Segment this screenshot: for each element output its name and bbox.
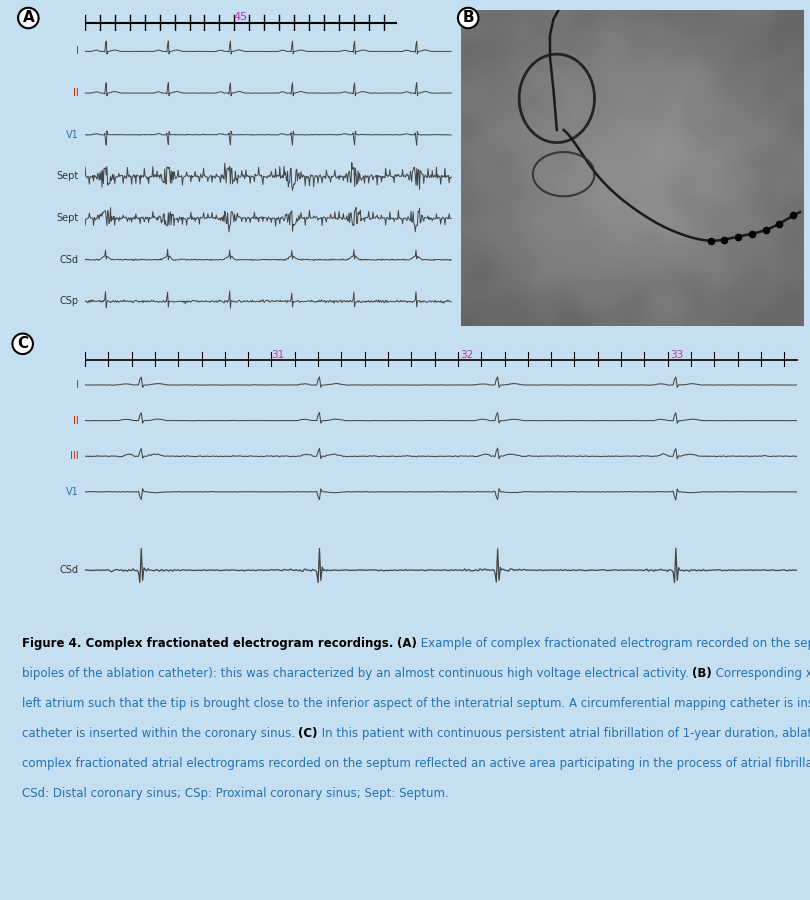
Text: V1: V1 — [66, 130, 79, 140]
Text: A: A — [23, 11, 34, 25]
Text: bipoles of the ablation catheter): this was characterized by an almost continuou: bipoles of the ablation catheter): this … — [22, 667, 692, 680]
Text: C: C — [17, 337, 28, 351]
Text: (C): (C) — [298, 727, 318, 740]
Text: left atrium such that the tip is brought close to the inferior aspect of the int: left atrium such that the tip is brought… — [22, 697, 810, 710]
Text: Corresponding x-ray image showing the ablation catheter looped within the: Corresponding x-ray image showing the ab… — [712, 667, 810, 680]
Text: III: III — [70, 451, 79, 461]
Text: (B): (B) — [692, 667, 712, 680]
Text: In this patient with continuous persistent atrial fibrillation of 1-year duratio: In this patient with continuous persiste… — [318, 727, 810, 740]
Text: complex fractionated atrial electrograms recorded on the septum reflected an act: complex fractionated atrial electrograms… — [22, 757, 810, 770]
Text: V1: V1 — [66, 487, 79, 497]
Text: CSd: CSd — [60, 255, 79, 265]
Text: I: I — [75, 47, 79, 57]
Text: II: II — [73, 88, 79, 98]
Text: Figure 4. Complex fractionated electrogram recordings.: Figure 4. Complex fractionated electrogr… — [22, 636, 397, 650]
Text: 31: 31 — [271, 349, 284, 360]
Text: 45: 45 — [233, 12, 247, 22]
Text: Sept: Sept — [57, 171, 79, 182]
Text: I: I — [75, 380, 79, 390]
Text: Sept: Sept — [57, 213, 79, 223]
Text: B: B — [463, 11, 474, 25]
Text: CSd: Distal coronary sinus; CSp: Proximal coronary sinus; Sept: Septum.: CSd: Distal coronary sinus; CSp: Proxima… — [22, 787, 448, 800]
Text: CSd: CSd — [60, 565, 79, 575]
Text: 33: 33 — [670, 349, 684, 360]
Text: 32: 32 — [460, 349, 473, 360]
Text: (A): (A) — [397, 636, 417, 650]
Text: catheter is inserted within the coronary sinus.: catheter is inserted within the coronary… — [22, 727, 298, 740]
Text: Example of complex fractionated electrogram recorded on the septum of the left a: Example of complex fractionated electrog… — [417, 636, 810, 650]
Text: II: II — [73, 416, 79, 426]
Text: CSp: CSp — [59, 296, 79, 306]
